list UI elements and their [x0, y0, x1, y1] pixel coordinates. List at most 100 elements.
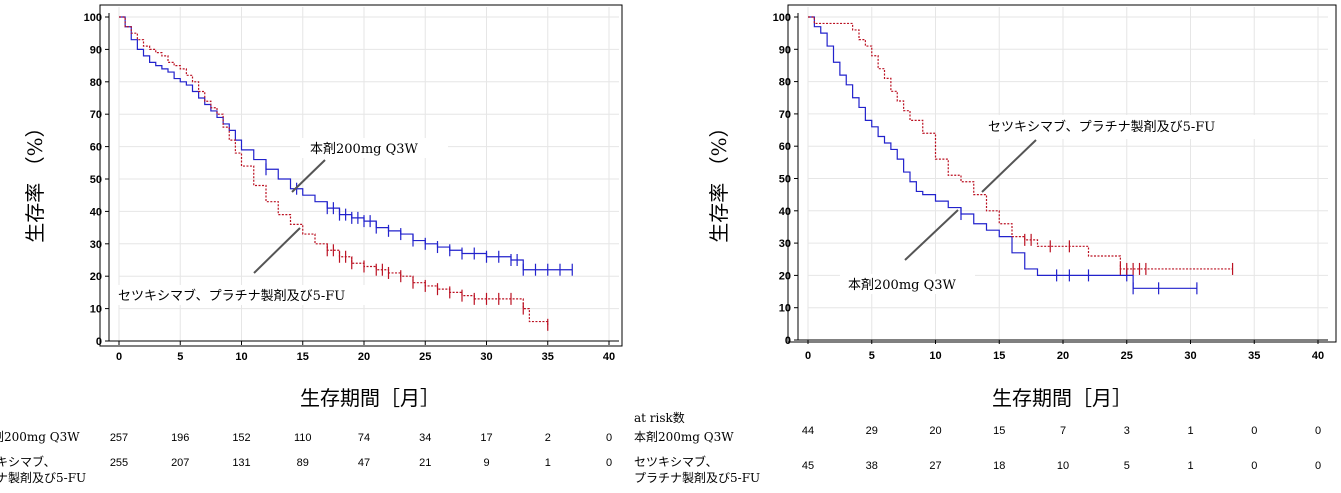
left-y-tick-label: 100	[84, 12, 102, 24]
left-risk-row-label-1b: プラチナ製剤及び5-FU	[0, 470, 86, 485]
right-x-tick-label: 10	[929, 350, 941, 362]
right-annotation-pembro: 本剤200mg Q3W	[848, 277, 957, 293]
left-risk-value-0: 110	[294, 432, 312, 444]
right-risk-value-0: 0	[1315, 425, 1321, 437]
left-x-tick-label: 15	[297, 351, 309, 363]
right-x-axis-label: 生存期間［月］	[992, 386, 1132, 410]
right-y-tick-label: 80	[779, 77, 791, 89]
left-risk-value-0: 34	[419, 432, 431, 444]
left-x-tick-label: 40	[603, 351, 615, 363]
right-x-tick-label: 15	[993, 350, 1005, 362]
left-y-tick-label: 20	[90, 271, 102, 283]
right-risk-value-1: 27	[929, 460, 941, 472]
left-y-tick-label: 80	[90, 77, 102, 89]
right-risk-value-1: 0	[1315, 460, 1321, 472]
left-risk-value-1: 255	[110, 457, 128, 469]
left-y-axis-label: 生存率 （%）	[23, 117, 47, 242]
right-y-tick-label: 0	[785, 335, 791, 347]
right-risk-value-1: 0	[1251, 460, 1257, 472]
left-x-tick-label: 30	[480, 351, 492, 363]
right-axes: 0 10 20 30 40 50 60 70 80 90 100 0 5 10 15 20 25 30 35 40	[773, 12, 1328, 362]
right-x-tick-label: 35	[1248, 350, 1260, 362]
left-annotation-leader-1	[253, 227, 301, 274]
right-y-tick-label: 30	[779, 238, 791, 250]
right-at-risk-table: at risk数 本剤200mg Q3W セツキシマブ、 プラチナ製剤及び5-F…	[634, 410, 1321, 485]
right-risk-row-label-1a: セツキシマブ、	[634, 454, 718, 469]
right-risk-value-0: 1	[1187, 425, 1193, 437]
left-x-tick-label: 20	[358, 351, 370, 363]
right-risk-title: at risk数	[634, 410, 685, 425]
left-annotation-box-1	[110, 285, 390, 305]
right-annotation-box-0	[982, 115, 1267, 139]
right-risk-value-0: 3	[1124, 425, 1130, 437]
right-x-tick-label: 0	[805, 350, 811, 362]
right-risk-value-0: 44	[802, 425, 814, 437]
left-y-tick-label: 70	[90, 109, 102, 121]
left-at-risk-table: 本剤200mg Q3W セツキシマブ、 プラチナ製剤及び5-FU 257 196 1…	[0, 429, 612, 485]
right-x-tick-label: 40	[1312, 350, 1324, 362]
left-y-tick-label: 30	[90, 239, 102, 251]
right-risk-value-0: 20	[929, 425, 941, 437]
right-risk-value-1: 10	[1057, 460, 1069, 472]
left-annotation-pembro: 本剤200mg Q3W	[310, 141, 419, 157]
right-y-tick-label: 50	[779, 174, 791, 186]
right-curves	[808, 16, 1234, 295]
right-annotation-leader-1	[904, 209, 959, 261]
left-risk-value-1: 207	[171, 457, 189, 469]
left-x-tick-label: 0	[116, 351, 122, 363]
right-y-tick-label: 100	[773, 12, 791, 24]
right-x-tick-label: 25	[1121, 350, 1133, 362]
right-x-tick-label: 20	[1057, 350, 1069, 362]
right-annotation-box-1	[840, 274, 975, 294]
left-risk-value-1: 0	[606, 457, 612, 469]
left-x-axis-label: 生存期間［月］	[300, 386, 440, 410]
left-y-tick-label: 50	[90, 174, 102, 186]
left-risk-value-0: 152	[232, 432, 250, 444]
left-y-tick-label: 60	[90, 142, 102, 154]
left-risk-value-0: 17	[480, 432, 492, 444]
right-annotation-leader-0	[981, 139, 1037, 193]
left-risk-value-1: 21	[419, 457, 431, 469]
left-risk-value-1: 131	[232, 457, 250, 469]
right-x-tick-label: 30	[1184, 350, 1196, 362]
left-y-tick-label: 40	[90, 206, 102, 218]
right-risk-value-0: 7	[1060, 425, 1066, 437]
left-x-tick-label: 5	[177, 351, 183, 363]
right-risk-value-1: 18	[993, 460, 1005, 472]
right-risk-value-0: 0	[1251, 425, 1257, 437]
left-risk-value-0: 74	[358, 432, 370, 444]
left-y-tick-label: 90	[90, 44, 102, 56]
right-risk-row-label-1b: プラチナ製剤及び5-FU	[634, 470, 760, 485]
right-y-tick-label: 20	[779, 270, 791, 282]
right-risk-value-1: 38	[866, 460, 878, 472]
right-y-tick-label: 70	[779, 109, 791, 121]
right-y-tick-label: 10	[779, 303, 791, 315]
left-curves	[119, 16, 573, 331]
left-annotation-cetuximab: セツキシマブ、プラチナ製剤及び5-FU	[118, 288, 345, 304]
right-risk-row-label-0: 本剤200mg Q3W	[634, 429, 734, 444]
left-y-tick-label: 10	[90, 304, 102, 316]
left-risk-value-1: 9	[483, 457, 489, 469]
left-risk-value-0: 2	[545, 432, 551, 444]
left-risk-value-0: 0	[606, 432, 612, 444]
right-risk-value-0: 15	[993, 425, 1005, 437]
right-risk-value-1: 1	[1187, 460, 1193, 472]
left-risk-row-label-0: 本剤200mg Q3W	[0, 429, 80, 444]
left-risk-value-1: 89	[297, 457, 309, 469]
right-risk-value-1: 45	[802, 460, 814, 472]
left-axes: 0 10 20 30 40 50 60 70 80 90 100 0 5 10 15 20 25 30 35 40	[84, 12, 619, 363]
left-x-tick-label: 35	[542, 351, 554, 363]
right-x-tick-label: 5	[869, 350, 875, 362]
right-y-tick-label: 90	[779, 44, 791, 56]
left-x-tick-label: 25	[419, 351, 431, 363]
right-curve-series-0	[808, 16, 1197, 289]
left-risk-value-1: 1	[545, 457, 551, 469]
left-risk-value-1: 47	[358, 457, 370, 469]
right-risk-value-0: 29	[866, 425, 878, 437]
left-y-tick-label: 0	[96, 336, 102, 348]
left-annotation-leader-0	[291, 159, 326, 193]
left-risk-value-0: 257	[110, 432, 128, 444]
